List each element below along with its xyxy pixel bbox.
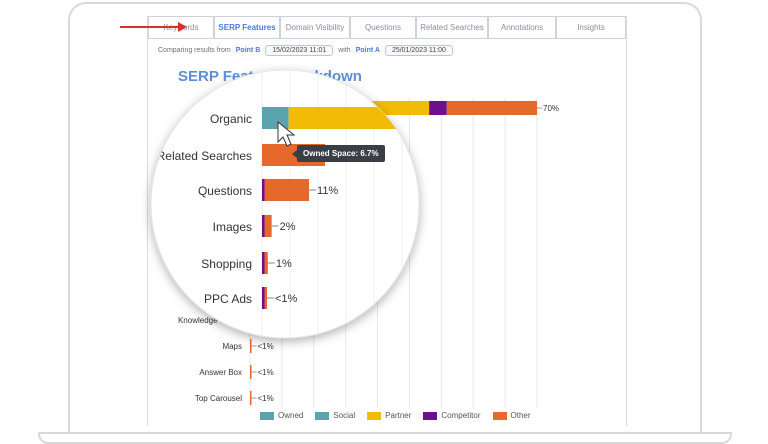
owned-space-tooltip: Owned Space: 6.7% [292, 145, 385, 162]
lens-bar-segment [262, 287, 265, 309]
legend-label-owned: Owned [278, 411, 304, 420]
bar-segment [250, 391, 252, 405]
legend-partner[interactable]: Partner [367, 411, 411, 420]
category-label: Maps [222, 342, 242, 351]
lens-category-label: Organic [210, 112, 252, 126]
magnified-chart-layer: Organic Related Searches Questions 11% Image… [157, 70, 419, 338]
data-label: <1% [258, 394, 274, 403]
annotation-arrow-line [120, 26, 180, 28]
tab-serp-features[interactable]: SERP Features [214, 16, 280, 38]
tab-related-searches[interactable]: Related Searches [416, 16, 488, 38]
lens-data-label: 1% [276, 258, 292, 270]
tab-questions[interactable]: Questions [350, 16, 416, 38]
lens-category-label: Shopping [201, 257, 252, 271]
bar-segment [446, 101, 537, 115]
chart-legend: Owned Social Partner Competitor Other [260, 411, 531, 420]
lens-bar-segment [262, 107, 289, 129]
lens-bar-segment [262, 252, 265, 274]
legend-label-other: Other [510, 411, 531, 420]
annotation-arrow-head [178, 22, 187, 32]
category-label: Top Carousel [195, 394, 242, 403]
legend-swatch-competitor [423, 411, 438, 420]
legend-swatch-other [492, 411, 507, 420]
legend-label-partner: Partner [385, 411, 412, 420]
legend-swatch-social [315, 411, 330, 420]
bar-segment [250, 339, 252, 353]
lens-data-label: 2% [280, 221, 296, 233]
legend-social[interactable]: Social [315, 411, 355, 420]
compare-label: Comparing results from [158, 47, 231, 54]
lens-category-label: Related Searches [157, 149, 252, 163]
lens-bar-segment [264, 179, 310, 201]
legend-other[interactable]: Other [492, 411, 531, 420]
lens-category-label: Images [213, 220, 252, 234]
point-a-date-picker[interactable]: 25/01/2023 11:00 [384, 45, 453, 56]
lens-bar-segment [262, 215, 265, 237]
tab-domain-visibility[interactable]: Domain Visibility [280, 16, 350, 38]
bar-segment [429, 101, 447, 115]
legend-swatch-owned [260, 411, 274, 420]
lens-category-label: Questions [198, 184, 252, 198]
lens-data-label: 11% [317, 185, 338, 197]
legend-swatch-partner [367, 411, 382, 420]
point-b-date-picker[interactable]: 15/02/2023 11:01 [265, 45, 334, 56]
category-label: Knowledge Graph [178, 316, 242, 325]
magnifier-lens [150, 69, 420, 339]
legend-label-competitor: Competitor [441, 411, 481, 420]
lens-bar-segment [264, 215, 272, 237]
with-label: with [338, 47, 351, 54]
point-a-label: Point A [355, 47, 380, 54]
cursor-pointer-icon [277, 120, 296, 147]
lens-data-label: <1% [275, 293, 298, 305]
tab-insights[interactable]: Insights [556, 16, 626, 38]
data-label: <1% [258, 368, 274, 377]
lens-bar-segment [264, 252, 268, 274]
legend-owned[interactable]: Owned [260, 411, 303, 420]
comparison-bar: Comparing results from Point B 15/02/202… [158, 45, 453, 56]
laptop-base [38, 432, 732, 444]
lens-bar-segment [262, 179, 265, 201]
data-label: <1% [258, 342, 274, 351]
data-label: 70% [543, 104, 559, 113]
lens-bar-segment [264, 287, 267, 309]
bar-segment [250, 365, 252, 379]
point-b-label: Point B [235, 47, 261, 54]
tab-annotations[interactable]: Annotations [488, 16, 556, 38]
category-label: Answer Box [199, 368, 242, 377]
lens-category-label: PPC Ads [204, 292, 252, 306]
legend-competitor[interactable]: Competitor [423, 411, 481, 420]
legend-label-social: Social [333, 411, 356, 420]
